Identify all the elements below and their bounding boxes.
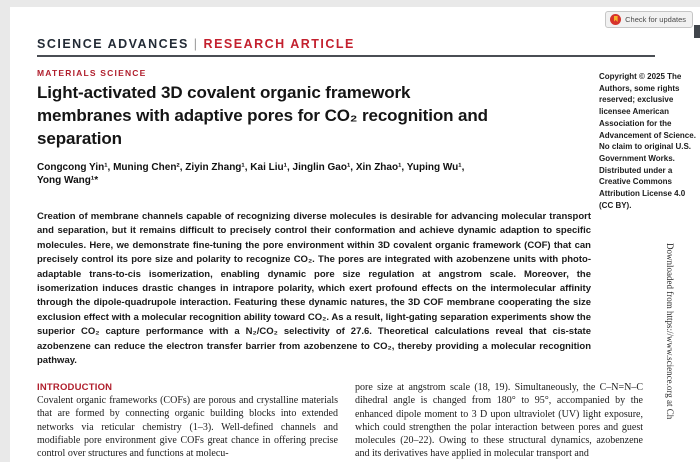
article-page: Check for updates SCIENCE ADVANCES | RESEA… [10, 7, 700, 462]
check-for-updates-button[interactable]: Check for updates [605, 11, 693, 28]
journal-header: SCIENCE ADVANCES | RESEARCH ARTICLE [37, 37, 355, 51]
section-label: MATERIALS SCIENCE [37, 68, 147, 78]
abstract-text: Creation of membrane channels capable of… [37, 211, 591, 367]
article-type-label: RESEARCH ARTICLE [203, 37, 355, 51]
crossmark-icon [610, 14, 622, 25]
header-rule [37, 55, 655, 57]
journal-name: SCIENCE ADVANCES [37, 37, 189, 51]
check-for-updates-label: Check for updates [625, 15, 686, 24]
article-title: Light-activated 3D covalent organic fram… [37, 83, 488, 148]
introduction-heading: INTRODUCTION [37, 382, 113, 393]
copyright-notice: Copyright © 2025 The Authors, some right… [599, 72, 696, 210]
author-list: Congcong Yin¹, Muning Chen², Ziyin Zhang… [37, 162, 465, 186]
header-divider: | [193, 37, 199, 51]
intro-right-column: pore size at angstrom scale (18, 19). Si… [355, 382, 643, 460]
download-margin-note: Downloaded from https://www.science.org … [665, 243, 675, 420]
intro-left-column: Covalent organic frameworks (COFs) are p… [37, 395, 338, 460]
window-edge-artifact [694, 25, 700, 38]
